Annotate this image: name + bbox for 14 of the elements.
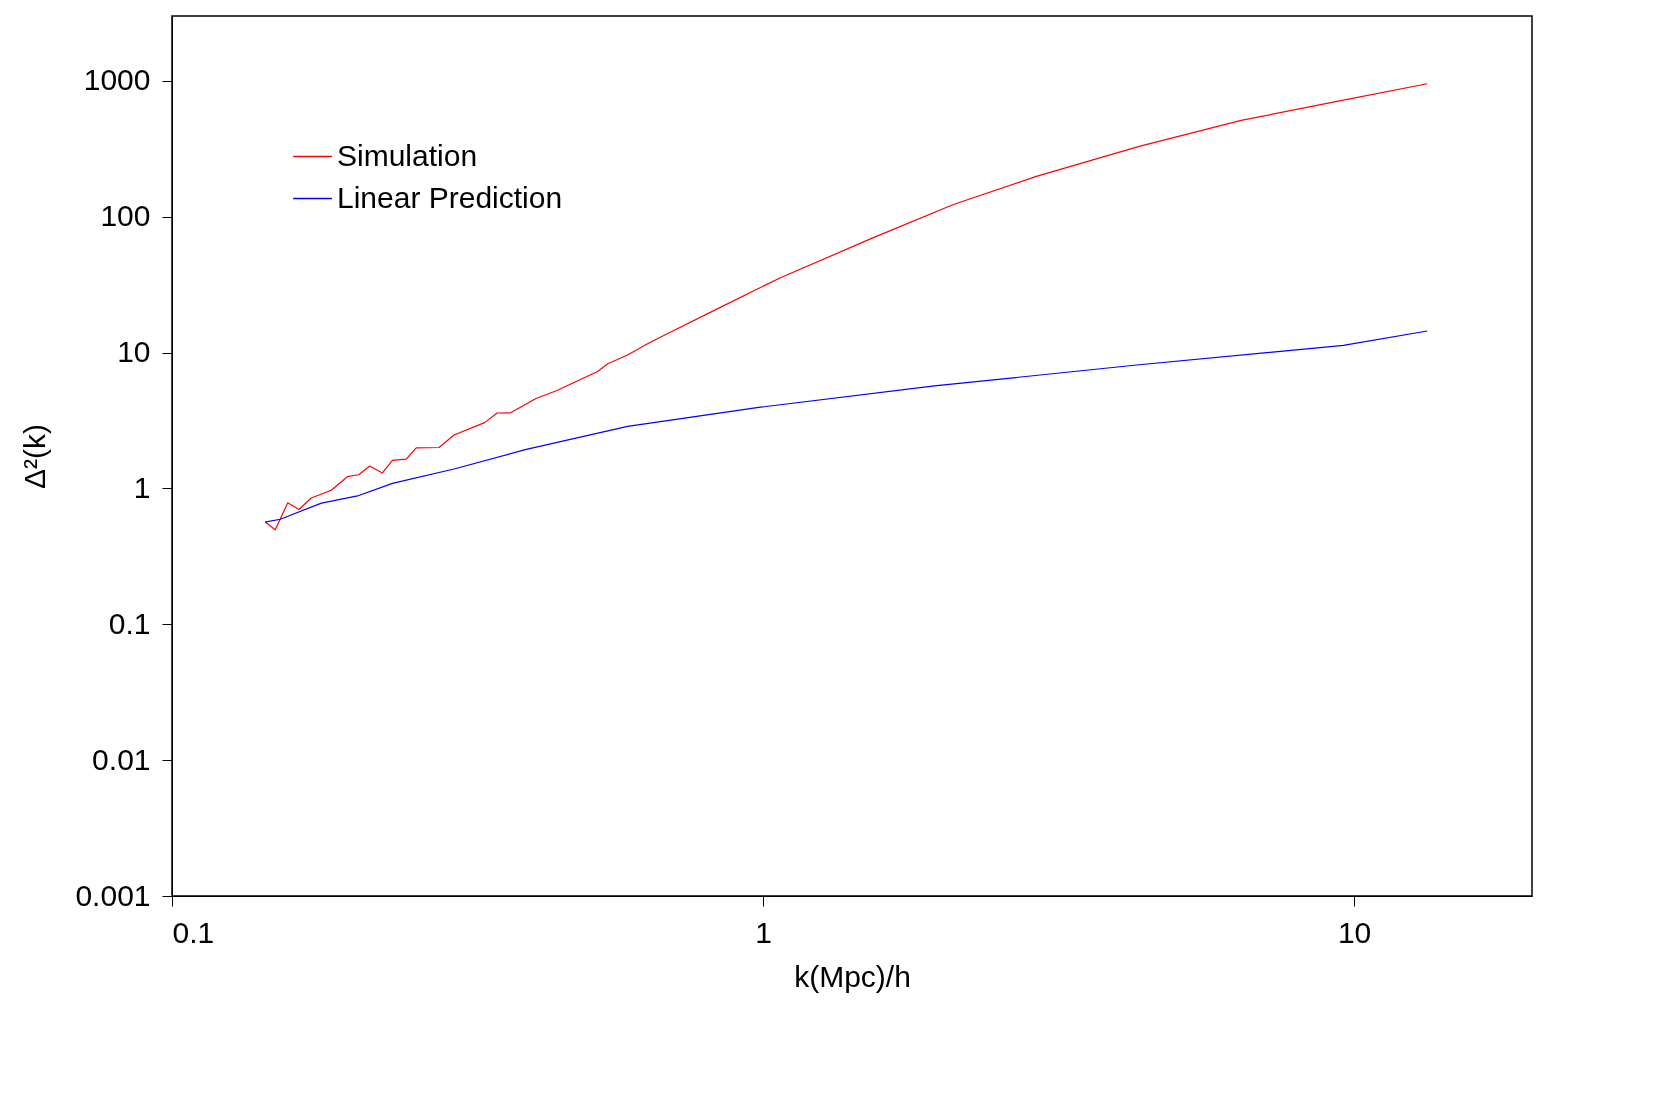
y-tick-label: 1 [133, 470, 151, 504]
legend-label: Simulation [337, 138, 478, 172]
y-tick-label: 0.01 [92, 742, 151, 776]
x-tick-label: 10 [1337, 915, 1372, 949]
x-tick-label: 0.1 [172, 915, 215, 949]
y-tick-label: 0.001 [75, 878, 151, 912]
x-tick-label: 1 [755, 915, 772, 949]
y-tick-label: 100 [100, 199, 151, 233]
y-axis-title: Δ²(k) [18, 423, 52, 490]
x-axis-title: k(Mpc)/h [794, 959, 911, 993]
legend-label: Linear Prediction [337, 180, 563, 214]
y-tick-label: 0.1 [108, 606, 151, 640]
y-tick-label: 1000 [83, 63, 151, 97]
y-tick-label: 10 [117, 335, 151, 369]
